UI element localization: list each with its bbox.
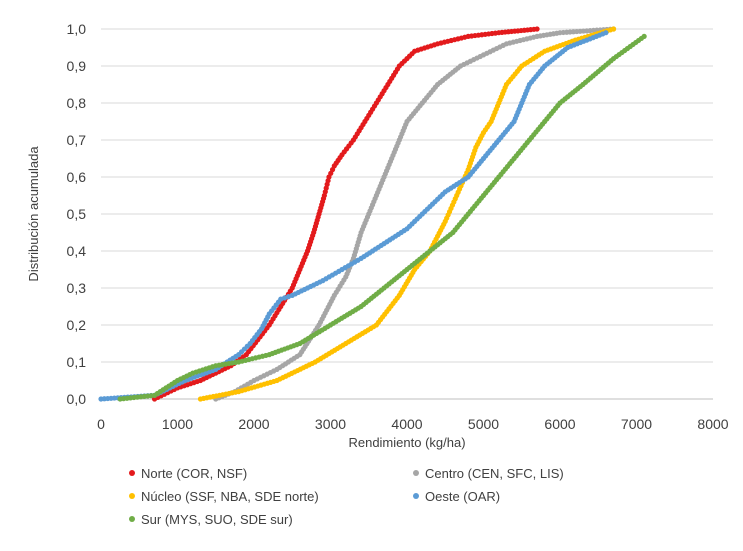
- y-tick-label: 0,9: [67, 58, 87, 74]
- y-tick-label: 0,2: [67, 317, 87, 333]
- y-tick-label: 0,3: [67, 280, 87, 296]
- legend-label: Sur (MYS, SUO, SDE sur): [141, 512, 293, 527]
- legend-item: Norte (COR, NSF): [129, 466, 247, 481]
- data-point: [610, 26, 617, 32]
- legend-label: Núcleo (SSF, NBA, SDE norte): [141, 489, 319, 504]
- data-point: [641, 33, 647, 40]
- legend-label: Norte (COR, NSF): [141, 466, 247, 481]
- series-2: [213, 26, 617, 402]
- series-1: [151, 26, 540, 402]
- y-tick-label: 0,6: [67, 169, 87, 185]
- x-tick-label: 4000: [391, 416, 422, 432]
- legend-marker: [129, 516, 135, 522]
- data-point: [603, 30, 609, 36]
- legend-marker: [129, 470, 135, 476]
- y-tick-label: 0,4: [67, 243, 87, 259]
- y-tick-label: 0,5: [67, 206, 87, 222]
- data-point: [534, 26, 540, 32]
- x-tick-label: 3000: [315, 416, 346, 432]
- y-axis-title: Distribución acumulada: [26, 146, 41, 282]
- series-5: [117, 33, 647, 402]
- legend-item: Oeste (OAR): [413, 489, 500, 504]
- y-tick-label: 0,0: [67, 391, 87, 407]
- y-tick-label: 0,8: [67, 95, 87, 111]
- x-tick-label: 7000: [621, 416, 652, 432]
- legend-label: Centro (CEN, SFC, LIS): [425, 466, 564, 481]
- y-tick-label: 0,7: [67, 132, 87, 148]
- legend-label: Oeste (OAR): [425, 489, 500, 504]
- legend-item: Centro (CEN, SFC, LIS): [413, 466, 564, 481]
- x-tick-label: 2000: [238, 416, 269, 432]
- legend-item: Núcleo (SSF, NBA, SDE norte): [129, 489, 319, 504]
- tick-labels: 0,0 0,1 0,2 0,3 0,4 0,5 0,6 0,7 0,8 0,9 1,0 0 1000 20…: [67, 21, 729, 432]
- legend-marker: [129, 493, 135, 499]
- y-tick-label: 1,0: [67, 21, 87, 37]
- x-tick-label: 1000: [162, 416, 193, 432]
- gridlines: [101, 28, 713, 363]
- data-series: [98, 26, 647, 402]
- legend-item: Sur (MYS, SUO, SDE sur): [129, 512, 293, 527]
- series-4: [98, 30, 609, 402]
- x-tick-label: 5000: [468, 416, 499, 432]
- legend-marker: [413, 493, 419, 499]
- x-tick-label: 8000: [697, 416, 728, 432]
- y-tick-label: 0,1: [67, 354, 87, 370]
- x-axis-title: Rendimiento (kg/ha): [348, 435, 465, 450]
- x-tick-label: 0: [97, 416, 105, 432]
- legend-marker: [413, 470, 419, 476]
- legend: Norte (COR, NSF) Centro (CEN, SFC, LIS) Nú…: [129, 466, 564, 527]
- x-tick-label: 6000: [544, 416, 575, 432]
